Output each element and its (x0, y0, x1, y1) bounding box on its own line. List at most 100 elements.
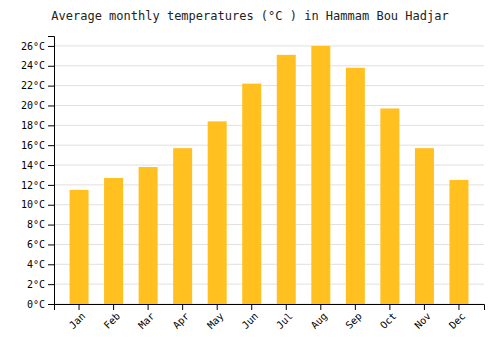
x-tick: Feb (102, 304, 123, 331)
x-tick-mark (217, 304, 218, 310)
y-tick-label: 18°C (21, 120, 45, 131)
y-tick: 2°C (27, 279, 54, 290)
bars (70, 46, 469, 304)
y-tick: 20°C (21, 100, 54, 111)
y-tick-mark (48, 165, 54, 166)
bar (139, 167, 158, 304)
chart-title: Average monthly temperatures (°C ) in Ha… (51, 9, 448, 23)
y-tick: 16°C (21, 140, 54, 151)
grid-line (54, 45, 484, 46)
y-tick-label: 2°C (27, 279, 45, 290)
bar (449, 180, 468, 304)
chart-container: Average monthly temperatures (°C ) in Ha… (0, 0, 500, 350)
y-tick: 26°C (21, 41, 54, 52)
bar (380, 108, 399, 304)
grid-line (54, 145, 484, 146)
y-tick-label: 0°C (27, 299, 45, 310)
x-tick-label: May (205, 310, 226, 331)
y-tick-label: 8°C (27, 219, 45, 230)
x-tick-label: Nov (412, 310, 433, 331)
x-tick-label: Feb (102, 310, 123, 331)
x-tick: Apr (171, 304, 192, 331)
x-tick-mark (286, 304, 287, 310)
y-tick-label: 20°C (21, 100, 45, 111)
x-tick: Jun (240, 304, 261, 331)
bar (277, 55, 296, 304)
y-tick: 0°C (27, 299, 54, 310)
x-tick-mark (79, 304, 80, 310)
x-tick-mark (148, 304, 149, 310)
grid-line (54, 105, 484, 106)
x-axis-line (55, 305, 485, 311)
grid-line (54, 85, 484, 86)
x-tick-mark (458, 304, 459, 310)
x-tick-label: Jul (274, 310, 295, 331)
y-tick-mark (48, 46, 54, 47)
y-tick: 6°C (27, 239, 54, 250)
x-tick-label: Dec (447, 310, 468, 331)
y-tick: 8°C (27, 219, 54, 230)
x-tick: Jan (67, 304, 88, 331)
x-tick-mark (355, 304, 356, 310)
y-tick: 4°C (27, 259, 54, 270)
y-tick-mark (48, 66, 54, 67)
x-tick-label: Sep (343, 310, 364, 331)
y-tick-label: 22°C (21, 80, 45, 91)
plot-area: 0°C 2°C 4°C 6°C 8°C 10°C 12°C 14°C 16°C 18°C 20°C 2… (21, 37, 485, 331)
y-tick-mark (48, 105, 54, 106)
y-tick-label: 26°C (21, 41, 45, 52)
x-tick: Dec (447, 304, 468, 331)
x-tick: Nov (412, 304, 433, 331)
x-tick-label: Jan (67, 310, 88, 331)
x-tick-mark (424, 304, 425, 310)
x-tick-mark (320, 304, 321, 310)
y-axis-line (48, 37, 55, 305)
y-tick: 22°C (21, 80, 54, 91)
x-tick: Oct (378, 304, 399, 331)
y-axis: 0°C 2°C 4°C 6°C 8°C 10°C 12°C 14°C 16°C 18°C 20°C 2… (21, 37, 55, 310)
bar (346, 68, 365, 304)
x-tick-label: Apr (171, 310, 192, 331)
y-tick-label: 24°C (21, 60, 45, 71)
y-tick-label: 16°C (21, 140, 45, 151)
bar (70, 190, 89, 304)
bar (208, 121, 227, 304)
y-tick-mark (48, 145, 54, 146)
y-tick-label: 4°C (27, 259, 45, 270)
y-tick-label: 10°C (21, 199, 45, 210)
y-tick-mark (48, 304, 54, 305)
y-tick: 14°C (21, 160, 54, 171)
y-tick: 10°C (21, 199, 54, 210)
x-tick-mark (182, 304, 183, 310)
y-tick-label: 12°C (21, 180, 45, 191)
y-tick-mark (48, 185, 54, 186)
y-tick-mark (48, 284, 54, 285)
y-tick-label: 6°C (27, 239, 45, 250)
bar (415, 148, 434, 304)
x-tick: Mar (136, 304, 157, 331)
grid-line (54, 65, 484, 66)
y-tick: 12°C (21, 180, 54, 191)
y-tick-mark (48, 244, 54, 245)
bar (242, 84, 261, 304)
x-tick-mark (251, 304, 252, 310)
y-tick: 24°C (21, 60, 54, 71)
y-tick-mark (48, 86, 54, 87)
x-tick-label: Aug (309, 310, 330, 331)
x-tick: Aug (309, 304, 330, 331)
y-tick-mark (48, 125, 54, 126)
y-tick-mark (48, 264, 54, 265)
bar (104, 178, 123, 304)
x-tick: May (205, 304, 226, 331)
x-tick-mark (389, 304, 390, 310)
x-tick-mark (113, 304, 114, 310)
x-axis: Jan Feb Mar Apr May Jun Jul Aug Sep Oct Nov Dec (55, 304, 485, 331)
x-tick: Jul (274, 304, 295, 331)
y-tick-mark (48, 225, 54, 226)
grid-line (54, 125, 484, 126)
x-tick-label: Oct (378, 310, 399, 331)
bar (173, 148, 192, 304)
x-tick-label: Jun (240, 310, 261, 331)
x-tick: Sep (343, 304, 364, 331)
x-tick-label: Mar (136, 310, 157, 331)
